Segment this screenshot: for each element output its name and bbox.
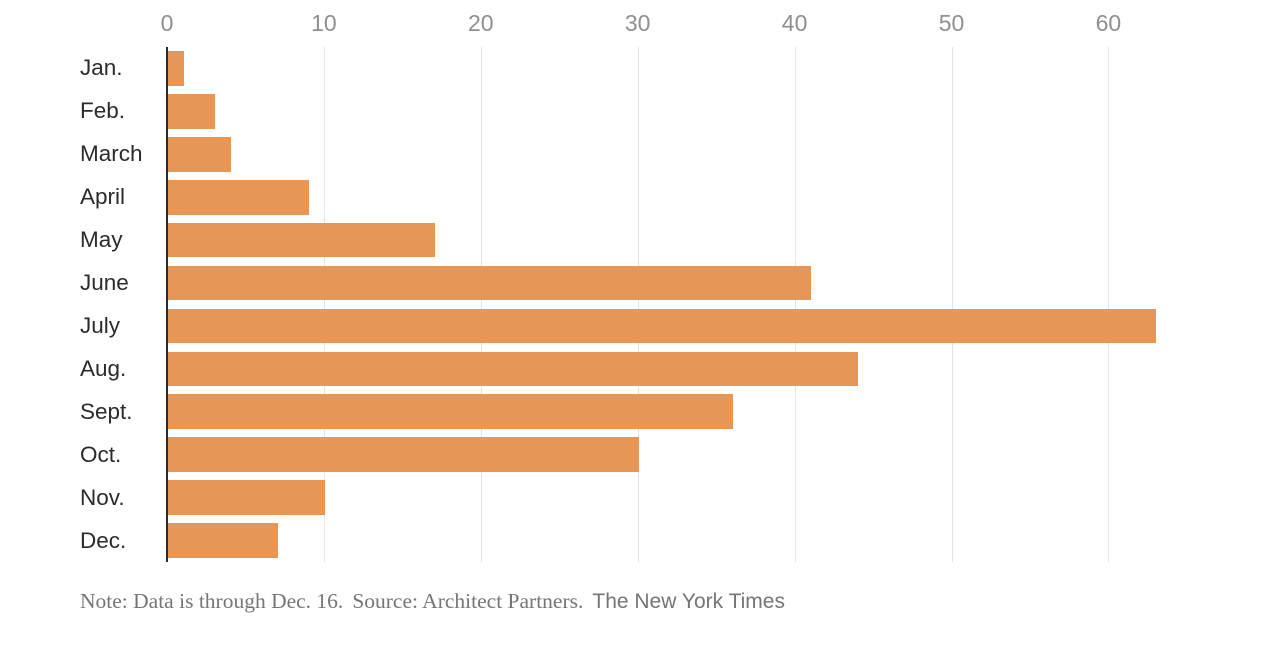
category-label-aug: Aug.	[80, 355, 127, 381]
category-label-june: June	[80, 270, 129, 296]
gridline	[1108, 47, 1110, 562]
category-label-oct: Oct.	[80, 441, 122, 467]
bar-july	[168, 308, 1157, 344]
bar-march	[168, 136, 231, 172]
bar-dec	[168, 523, 278, 558]
category-label-nov: Nov.	[80, 484, 125, 510]
bar-april	[168, 179, 310, 215]
category-label-feb: Feb.	[80, 98, 126, 124]
source-note: Note: Data is through Dec. 16. Source: Ar…	[80, 589, 785, 614]
bar-feb	[168, 94, 216, 129]
credit-text: The New York Times	[592, 590, 785, 613]
gridline	[951, 47, 953, 562]
gridline	[480, 47, 482, 562]
x-tick-label: 10	[311, 10, 337, 36]
x-tick-label: 30	[624, 10, 651, 36]
bar-aug	[168, 351, 859, 387]
x-tick-label: 40	[781, 10, 808, 36]
category-label-july: July	[80, 312, 121, 338]
bar-oct	[168, 437, 639, 472]
gridline	[323, 47, 325, 562]
gridline	[794, 47, 796, 562]
source-text: Source: Architect Partners.	[352, 589, 584, 613]
bar-nov	[168, 480, 325, 515]
category-label-dec: Dec.	[80, 527, 127, 553]
bar-june	[168, 265, 812, 301]
bar-jan	[168, 51, 184, 86]
category-label-sept: Sept.	[80, 398, 133, 424]
category-label-jan: Jan.	[80, 55, 123, 81]
x-tick-label: 0	[160, 10, 174, 36]
y-axis-line	[166, 47, 168, 562]
note-text: Note: Data is through Dec. 16.	[80, 589, 344, 613]
x-tick-label: 20	[468, 10, 494, 36]
x-tick-label: 50	[938, 10, 965, 36]
gridline	[637, 47, 639, 562]
bar-may	[168, 222, 435, 258]
category-label-april: April	[80, 184, 126, 210]
category-label-may: May	[80, 227, 123, 253]
x-tick-label: 60	[1095, 10, 1122, 36]
category-label-march: March	[80, 141, 143, 167]
bar-sept	[168, 394, 733, 430]
